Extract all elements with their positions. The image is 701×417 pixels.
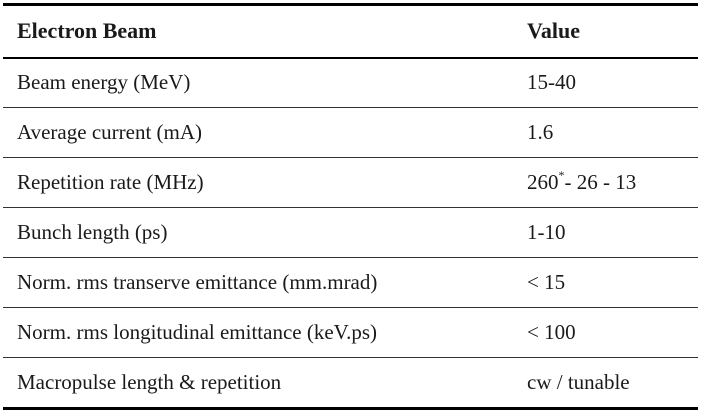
parameter-cell: Norm. rms longitudinal emittance (keV.ps… — [3, 307, 513, 358]
value-cell: 1.6 — [513, 107, 698, 158]
value-cell: 15-40 — [513, 57, 698, 108]
table-row: Macropulse length & repetition cw / tuna… — [3, 357, 698, 410]
value-cell: 1-10 — [513, 207, 698, 258]
value-rest: - 26 - 13 — [564, 170, 637, 194]
parameter-cell: Bunch length (ps) — [3, 207, 513, 258]
table-row: Bunch length (ps) 1-10 — [3, 207, 698, 258]
footnote-mark: * — [558, 168, 565, 182]
table-row: Repetition rate (MHz) 260*- 26 - 13 — [3, 157, 698, 208]
parameter-cell: Beam energy (MeV) — [3, 57, 513, 108]
value-cell: < 100 — [513, 307, 698, 358]
parameter-cell: Macropulse length & repetition — [3, 357, 513, 410]
column-header-parameter: Electron Beam — [3, 3, 513, 59]
table-header-row: Electron Beam Value — [3, 3, 698, 59]
column-header-value: Value — [513, 3, 698, 59]
value-cell: cw / tunable — [513, 357, 698, 410]
table-row: Average current (mA) 1.6 — [3, 107, 698, 158]
value-cell: < 15 — [513, 257, 698, 308]
table-row: Norm. rms transerve emittance (mm.mrad) … — [3, 257, 698, 308]
parameter-cell: Repetition rate (MHz) — [3, 157, 513, 208]
electron-beam-table: Electron Beam Value Beam energy (MeV) 15… — [3, 3, 698, 410]
electron-beam-table-container: Electron Beam Value Beam energy (MeV) 15… — [3, 3, 698, 414]
table-row: Beam energy (MeV) 15-40 — [3, 57, 698, 108]
value-main: 260 — [527, 170, 559, 194]
parameter-cell: Norm. rms transerve emittance (mm.mrad) — [3, 257, 513, 308]
table-row: Norm. rms longitudinal emittance (keV.ps… — [3, 307, 698, 358]
parameter-cell: Average current (mA) — [3, 107, 513, 158]
value-cell: 260*- 26 - 13 — [513, 157, 698, 208]
